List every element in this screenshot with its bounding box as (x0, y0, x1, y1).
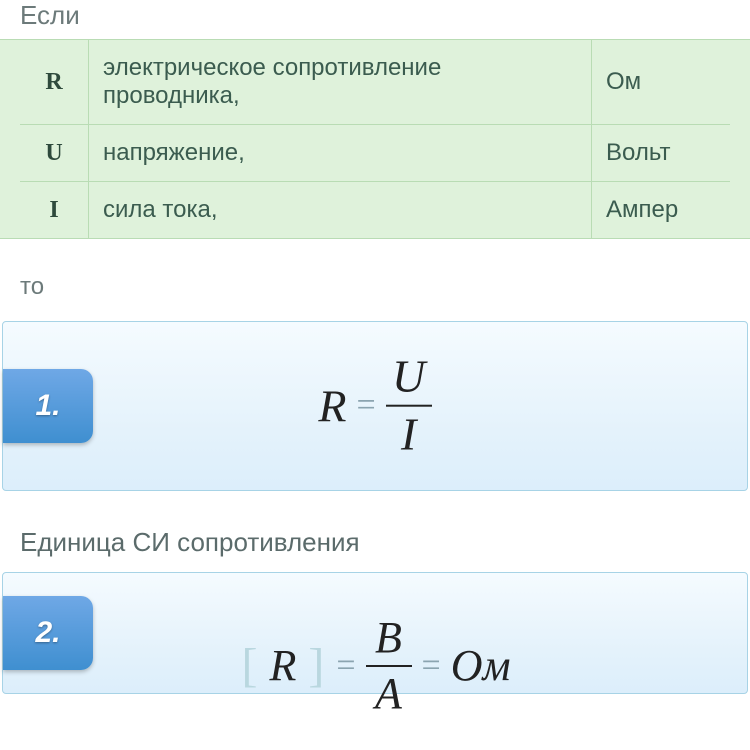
intro-text: Если (0, 0, 750, 39)
var-symbol: R (20, 40, 89, 125)
var-description: напряжение, (89, 125, 592, 182)
bracket-left: [ (239, 638, 259, 693)
fraction-numerator: U (392, 353, 425, 401)
formula-lhs: R (318, 380, 346, 433)
then-text: то (0, 239, 750, 311)
table-row: R электрическое сопротивление проводника… (20, 40, 730, 125)
var-unit: Ампер (592, 182, 731, 239)
formula-card-2: 2. [R] = В А = Ом (2, 572, 748, 694)
fraction-denominator: А (375, 671, 402, 717)
table-row: I сила тока, Ампер (20, 182, 730, 239)
fraction-denominator: I (401, 411, 416, 459)
si-caption: Единица СИ сопротивления (0, 491, 750, 562)
fraction-numerator: В (375, 615, 402, 661)
formula-expression: [R] = В А = Ом (3, 615, 747, 717)
var-unit: Ом (592, 40, 731, 125)
fraction: В А (366, 615, 412, 717)
formula-expression: R = U I (3, 353, 747, 460)
var-unit: Вольт (592, 125, 731, 182)
formula-bracketed: R (269, 640, 296, 691)
equals-sign: = (422, 647, 441, 685)
var-symbol: I (20, 182, 89, 239)
var-description: сила тока, (89, 182, 592, 239)
equals-sign: = (356, 387, 375, 425)
bracket-right: ] (306, 638, 326, 693)
fraction-bar (366, 665, 412, 667)
var-description: электрическое сопротивление проводника, (89, 40, 592, 125)
var-symbol: U (20, 125, 89, 182)
fraction-bar (386, 405, 432, 407)
formula-result: Ом (451, 640, 511, 691)
equals-sign: = (336, 647, 355, 685)
formula-card-1: 1. R = U I (2, 321, 748, 491)
table-row: U напряжение, Вольт (20, 125, 730, 182)
variables-table: R электрическое сопротивление проводника… (0, 39, 750, 239)
fraction: U I (386, 353, 432, 460)
